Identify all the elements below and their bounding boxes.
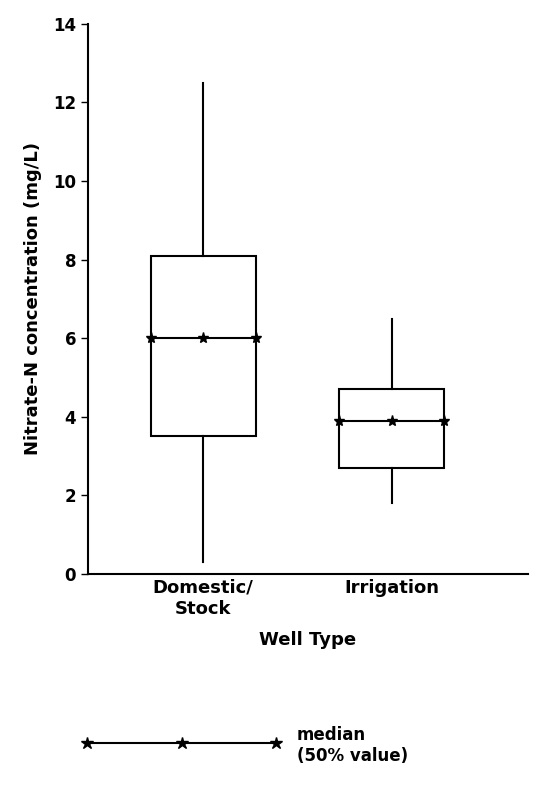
Text: median
(50% value): median (50% value) (297, 726, 408, 764)
Bar (339, 389, 444, 468)
Bar (151, 256, 256, 437)
Y-axis label: Nitrate-N concentration (mg/L): Nitrate-N concentration (mg/L) (24, 143, 42, 455)
X-axis label: Well Type: Well Type (260, 631, 356, 650)
